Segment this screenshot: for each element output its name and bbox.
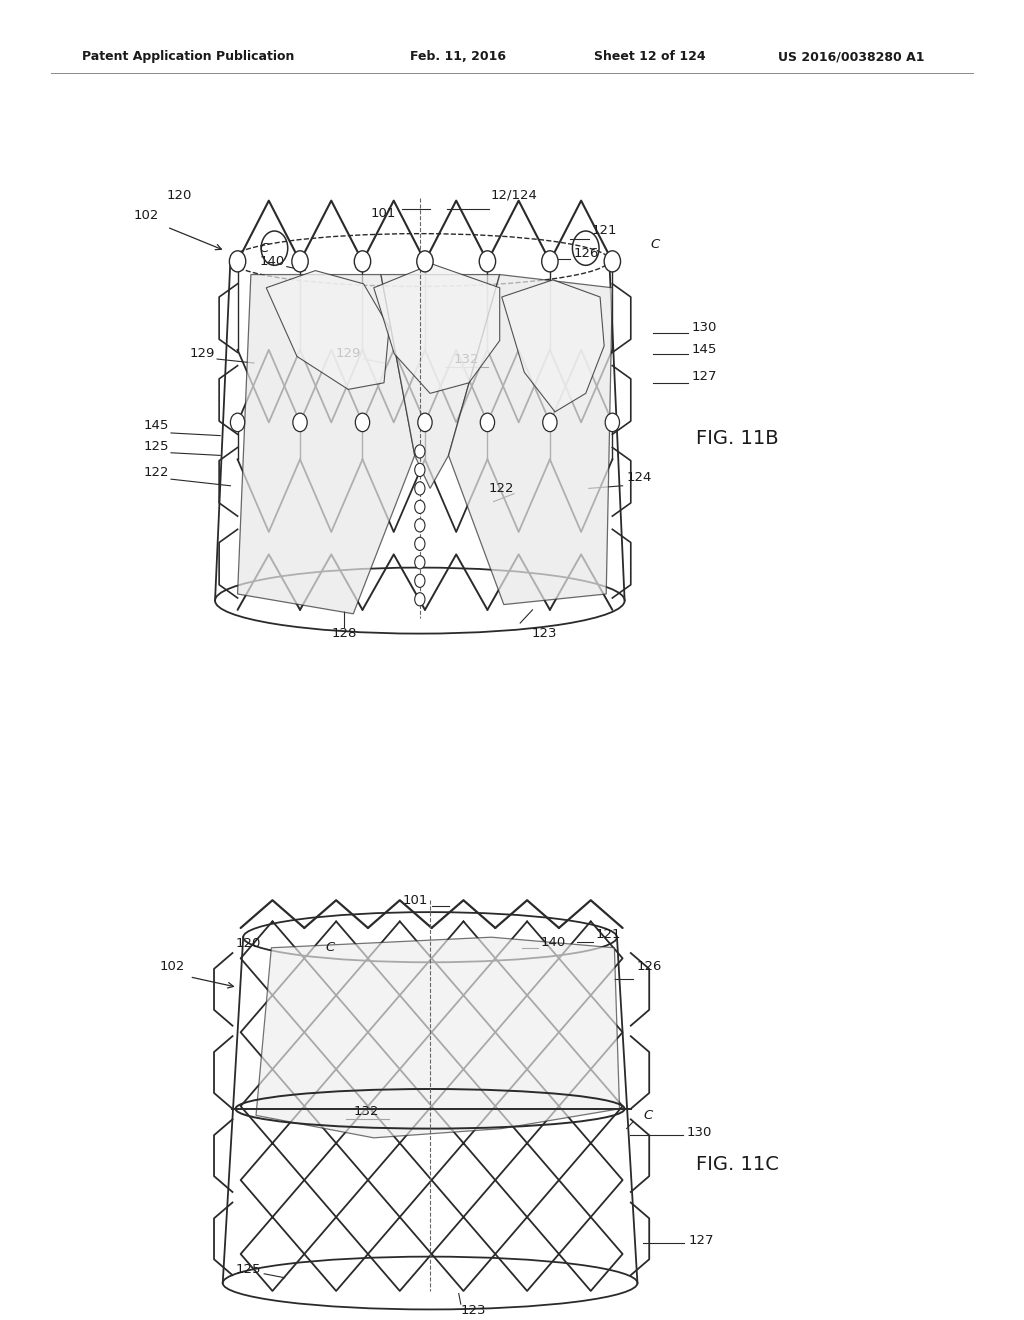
Text: 123: 123 bbox=[532, 627, 557, 640]
Polygon shape bbox=[502, 280, 604, 412]
Text: 120: 120 bbox=[167, 189, 191, 202]
Circle shape bbox=[415, 537, 425, 550]
Circle shape bbox=[415, 556, 425, 569]
Circle shape bbox=[415, 500, 425, 513]
Text: 120: 120 bbox=[236, 937, 260, 950]
Text: 132: 132 bbox=[454, 352, 478, 366]
Circle shape bbox=[355, 413, 370, 432]
Circle shape bbox=[230, 413, 245, 432]
Circle shape bbox=[542, 251, 558, 272]
Text: C: C bbox=[650, 238, 660, 251]
Circle shape bbox=[418, 413, 432, 432]
Text: FIG. 11C: FIG. 11C bbox=[696, 1155, 778, 1173]
Text: 128: 128 bbox=[332, 627, 356, 640]
Text: 121: 121 bbox=[596, 928, 622, 941]
Polygon shape bbox=[381, 275, 500, 488]
Circle shape bbox=[415, 445, 425, 458]
Circle shape bbox=[415, 463, 425, 477]
Text: 122: 122 bbox=[488, 482, 514, 495]
Text: 125: 125 bbox=[143, 440, 169, 453]
Text: 145: 145 bbox=[691, 343, 717, 356]
Text: 101: 101 bbox=[371, 207, 396, 220]
Text: 101: 101 bbox=[402, 894, 428, 907]
Text: Patent Application Publication: Patent Application Publication bbox=[82, 50, 294, 63]
Text: FIG. 11B: FIG. 11B bbox=[696, 429, 778, 447]
Polygon shape bbox=[449, 275, 612, 605]
Polygon shape bbox=[238, 275, 415, 614]
Circle shape bbox=[292, 251, 308, 272]
Text: 123: 123 bbox=[461, 1304, 485, 1317]
Circle shape bbox=[293, 413, 307, 432]
Text: 12/124: 12/124 bbox=[490, 189, 538, 202]
Circle shape bbox=[543, 413, 557, 432]
Circle shape bbox=[479, 251, 496, 272]
Text: 145: 145 bbox=[143, 418, 169, 432]
Text: 129: 129 bbox=[189, 347, 215, 360]
Polygon shape bbox=[256, 937, 620, 1138]
Text: 126: 126 bbox=[573, 247, 599, 260]
Circle shape bbox=[604, 251, 621, 272]
Text: 124: 124 bbox=[627, 471, 652, 484]
Text: US 2016/0038280 A1: US 2016/0038280 A1 bbox=[778, 50, 925, 63]
Text: 102: 102 bbox=[160, 960, 184, 973]
Text: 122: 122 bbox=[143, 466, 169, 479]
Text: 140: 140 bbox=[541, 936, 566, 949]
Text: 132: 132 bbox=[354, 1105, 379, 1118]
Text: 127: 127 bbox=[691, 370, 717, 383]
Text: Feb. 11, 2016: Feb. 11, 2016 bbox=[410, 50, 506, 63]
Text: 121: 121 bbox=[592, 224, 617, 238]
Circle shape bbox=[415, 482, 425, 495]
Circle shape bbox=[354, 251, 371, 272]
Text: 126: 126 bbox=[637, 960, 663, 973]
Text: C: C bbox=[325, 941, 335, 954]
Polygon shape bbox=[266, 271, 389, 389]
Text: 127: 127 bbox=[688, 1234, 714, 1247]
Polygon shape bbox=[374, 264, 500, 393]
Text: 125: 125 bbox=[236, 1263, 261, 1276]
Circle shape bbox=[415, 519, 425, 532]
Circle shape bbox=[415, 574, 425, 587]
Circle shape bbox=[417, 251, 433, 272]
Circle shape bbox=[605, 413, 620, 432]
Text: 140: 140 bbox=[259, 255, 285, 268]
Text: C: C bbox=[259, 242, 269, 255]
Text: 130: 130 bbox=[691, 321, 717, 334]
Circle shape bbox=[415, 593, 425, 606]
Text: C: C bbox=[643, 1109, 652, 1122]
Text: 130: 130 bbox=[686, 1126, 712, 1139]
Text: 102: 102 bbox=[134, 209, 159, 222]
Text: 129: 129 bbox=[335, 347, 360, 360]
Text: Sheet 12 of 124: Sheet 12 of 124 bbox=[594, 50, 706, 63]
Circle shape bbox=[229, 251, 246, 272]
Circle shape bbox=[480, 413, 495, 432]
